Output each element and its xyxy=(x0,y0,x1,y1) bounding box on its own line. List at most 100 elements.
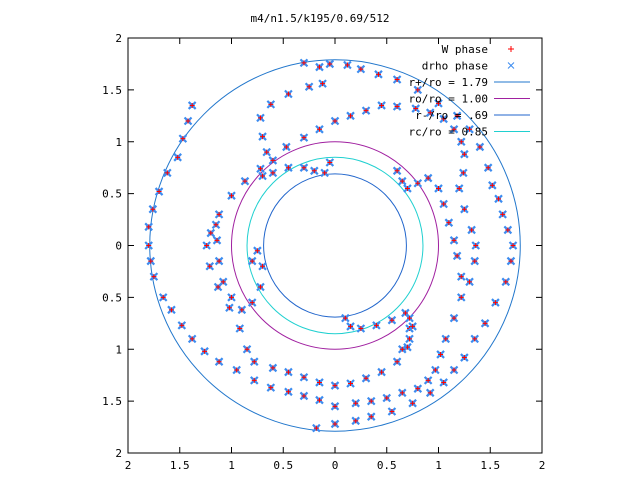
data-point-114 xyxy=(439,378,448,387)
data-point-52 xyxy=(470,256,480,266)
data-point-150 xyxy=(341,313,350,323)
circle-2 xyxy=(263,173,407,318)
data-point-96 xyxy=(413,85,423,95)
data-point-12 xyxy=(202,241,211,250)
data-point-57 xyxy=(436,350,445,359)
data-point-25 xyxy=(361,374,371,383)
data-point-144 xyxy=(237,305,247,315)
data-point-66 xyxy=(187,101,197,110)
data-point-92 xyxy=(343,60,352,70)
legend: W phase drho phase r+/ro = 1.79 ro/ro = 1.0… xyxy=(409,43,530,139)
data-point-39 xyxy=(377,101,386,110)
data-point-71 xyxy=(154,187,164,196)
data-point-18 xyxy=(249,357,259,366)
data-point-102 xyxy=(488,181,497,190)
data-point-75 xyxy=(146,256,156,266)
data-point-142 xyxy=(256,282,265,292)
data-point-151 xyxy=(346,322,355,331)
data-point-124 xyxy=(310,166,319,176)
data-point-83 xyxy=(232,365,241,375)
data-point-79 xyxy=(177,321,187,330)
circle-3 xyxy=(246,156,424,335)
data-point-93 xyxy=(356,64,366,74)
x-tick-label-3: 0.5 xyxy=(273,459,293,472)
data-point-117 xyxy=(387,407,397,416)
data-point-0 xyxy=(318,79,327,88)
data-point-130 xyxy=(403,184,412,193)
data-point-155 xyxy=(401,308,410,318)
data-point-77 xyxy=(158,293,168,302)
legend-label-1: drho phase xyxy=(422,60,488,73)
x-tick-label-6: 1 xyxy=(435,459,442,472)
data-point-46 xyxy=(460,149,469,159)
data-point-119 xyxy=(351,416,360,426)
legend-marker-0 xyxy=(508,46,514,52)
data-point-26 xyxy=(377,367,386,377)
data-point-24 xyxy=(346,379,355,388)
data-point-157 xyxy=(405,334,414,344)
y-tick-label-0: 2 xyxy=(115,32,122,45)
y-axis-ticks: 2 1.5 1 0.5 0 0.5 1 1.5 2 xyxy=(102,32,542,460)
data-point-125 xyxy=(299,163,309,172)
data-point-80 xyxy=(187,334,197,344)
data-point-16 xyxy=(235,324,245,333)
data-point-132 xyxy=(423,173,433,183)
data-point-91 xyxy=(325,59,335,69)
data-point-138 xyxy=(456,272,466,281)
data-point-54 xyxy=(456,293,466,302)
data-point-87 xyxy=(299,391,309,401)
x-tick-label-1: 1.5 xyxy=(170,459,190,472)
y-tick-label-7: 1.5 xyxy=(102,395,122,408)
data-point-143 xyxy=(247,298,257,307)
data-point-38 xyxy=(361,106,371,115)
data-point-88 xyxy=(315,395,324,405)
y-tick-label-4: 0 xyxy=(115,240,122,253)
data-point-35 xyxy=(315,125,324,134)
data-point-109 xyxy=(491,298,500,307)
data-point-134 xyxy=(439,199,448,209)
data-point-6 xyxy=(262,147,271,157)
data-point-62 xyxy=(382,393,392,403)
data-point-128 xyxy=(392,166,402,176)
data-point-101 xyxy=(483,163,493,172)
data-point-2 xyxy=(284,89,293,99)
data-point-85 xyxy=(266,383,276,392)
data-points xyxy=(144,58,518,433)
data-point-27 xyxy=(392,357,402,366)
x-tick-label-7: 1.5 xyxy=(480,459,500,472)
data-point-4 xyxy=(256,113,265,123)
data-point-1 xyxy=(304,82,314,92)
data-point-78 xyxy=(167,305,176,315)
data-point-7 xyxy=(256,164,265,174)
x-tick-label-2: 1 xyxy=(228,459,235,472)
data-point-76 xyxy=(149,272,159,281)
data-point-131 xyxy=(413,178,423,188)
data-point-28 xyxy=(403,342,412,352)
data-point-116 xyxy=(408,398,417,408)
data-point-152 xyxy=(356,324,366,333)
data-point-122 xyxy=(325,158,335,167)
data-point-49 xyxy=(460,204,469,214)
data-point-149 xyxy=(211,220,221,230)
data-point-36 xyxy=(330,116,340,126)
data-point-133 xyxy=(434,184,443,193)
data-point-103 xyxy=(494,194,503,204)
data-point-136 xyxy=(449,236,459,245)
data-point-158 xyxy=(397,344,407,354)
data-point-32 xyxy=(268,156,278,165)
legend-label-0: W phase xyxy=(442,43,488,56)
data-point-81 xyxy=(200,347,209,356)
data-point-95 xyxy=(392,75,402,84)
data-point-129 xyxy=(397,176,407,186)
data-point-146 xyxy=(218,277,228,287)
data-point-48 xyxy=(454,184,464,193)
y-tick-label-2: 1 xyxy=(115,136,122,149)
data-point-99 xyxy=(465,125,474,134)
data-point-110 xyxy=(480,319,490,328)
data-point-115 xyxy=(425,388,435,398)
data-point-100 xyxy=(475,142,485,152)
data-point-37 xyxy=(346,111,355,121)
data-point-73 xyxy=(144,222,153,232)
x-axis-ticks: 2 1.5 1 0.5 0 0.5 1 1.5 2 xyxy=(125,38,545,472)
